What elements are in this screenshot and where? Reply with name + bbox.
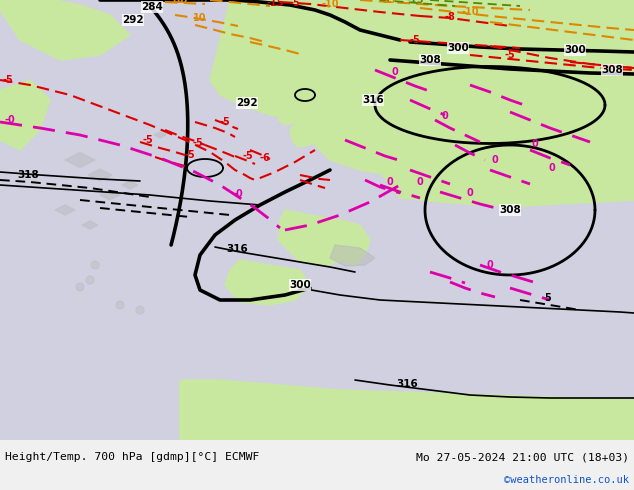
- Circle shape: [136, 306, 144, 314]
- Text: 0: 0: [387, 177, 393, 187]
- Text: -5: -5: [410, 35, 420, 45]
- Text: -10: -10: [462, 7, 479, 17]
- Text: 284: 284: [141, 2, 163, 12]
- Text: 308: 308: [601, 65, 623, 75]
- Text: 15: 15: [383, 0, 397, 5]
- Text: -5: -5: [243, 151, 254, 161]
- Polygon shape: [278, 210, 360, 265]
- Text: -5: -5: [290, 0, 301, 8]
- Text: 0: 0: [548, 163, 555, 173]
- Text: 5: 5: [545, 293, 552, 303]
- Text: 10: 10: [193, 13, 207, 23]
- Text: 316: 316: [226, 244, 248, 254]
- Text: 0: 0: [392, 67, 398, 77]
- Text: -5: -5: [505, 50, 515, 60]
- Text: 0: 0: [417, 177, 424, 187]
- Text: -5: -5: [193, 138, 204, 148]
- Text: 0: 0: [491, 155, 498, 165]
- Text: -5: -5: [3, 75, 13, 85]
- Polygon shape: [278, 105, 300, 125]
- Polygon shape: [65, 152, 95, 168]
- Polygon shape: [0, 0, 634, 440]
- Polygon shape: [88, 169, 112, 181]
- Text: 316: 316: [396, 379, 418, 389]
- Polygon shape: [330, 220, 370, 265]
- Text: -5: -5: [219, 117, 230, 127]
- Polygon shape: [210, 0, 634, 125]
- Text: 318: 318: [17, 170, 39, 180]
- Polygon shape: [290, 118, 318, 147]
- Text: 300: 300: [447, 43, 469, 53]
- Polygon shape: [0, 80, 50, 150]
- Polygon shape: [100, 190, 120, 200]
- Text: 0: 0: [467, 188, 474, 198]
- Text: Height/Temp. 700 hPa [gdmp][°C] ECMWF: Height/Temp. 700 hPa [gdmp][°C] ECMWF: [5, 452, 259, 462]
- Circle shape: [91, 261, 99, 269]
- Circle shape: [86, 276, 94, 284]
- Polygon shape: [0, 0, 130, 60]
- Text: 0: 0: [487, 260, 493, 270]
- Text: -5: -5: [143, 135, 153, 145]
- Circle shape: [116, 301, 124, 309]
- Polygon shape: [300, 90, 510, 185]
- Text: 308: 308: [419, 55, 441, 65]
- Text: -15: -15: [266, 0, 284, 8]
- Text: 300: 300: [289, 280, 311, 290]
- Polygon shape: [330, 245, 375, 266]
- Text: 15: 15: [171, 0, 184, 5]
- Polygon shape: [122, 181, 138, 189]
- Text: -8: -8: [444, 12, 455, 22]
- Text: -5: -5: [184, 150, 195, 160]
- Text: -0: -0: [4, 115, 15, 125]
- Text: -10: -10: [321, 0, 339, 9]
- Polygon shape: [225, 260, 310, 305]
- Polygon shape: [360, 0, 634, 206]
- Text: 316: 316: [362, 95, 384, 105]
- Text: 300: 300: [564, 45, 586, 55]
- Text: 292: 292: [122, 15, 144, 25]
- Text: 0: 0: [442, 111, 448, 121]
- Text: 15: 15: [175, 0, 189, 5]
- Text: -0: -0: [233, 189, 243, 199]
- Polygon shape: [0, 440, 634, 490]
- Polygon shape: [154, 132, 166, 138]
- Text: 0: 0: [532, 139, 538, 149]
- Text: 292: 292: [236, 98, 258, 108]
- Text: ©weatheronline.co.uk: ©weatheronline.co.uk: [504, 475, 629, 485]
- Text: -15: -15: [406, 0, 424, 5]
- Text: Mo 27-05-2024 21:00 UTC (18+03): Mo 27-05-2024 21:00 UTC (18+03): [416, 452, 629, 462]
- Text: 308: 308: [499, 205, 521, 215]
- Circle shape: [76, 283, 84, 291]
- Polygon shape: [55, 205, 75, 215]
- Polygon shape: [180, 380, 634, 440]
- Text: -6: -6: [260, 153, 270, 163]
- Polygon shape: [82, 221, 98, 229]
